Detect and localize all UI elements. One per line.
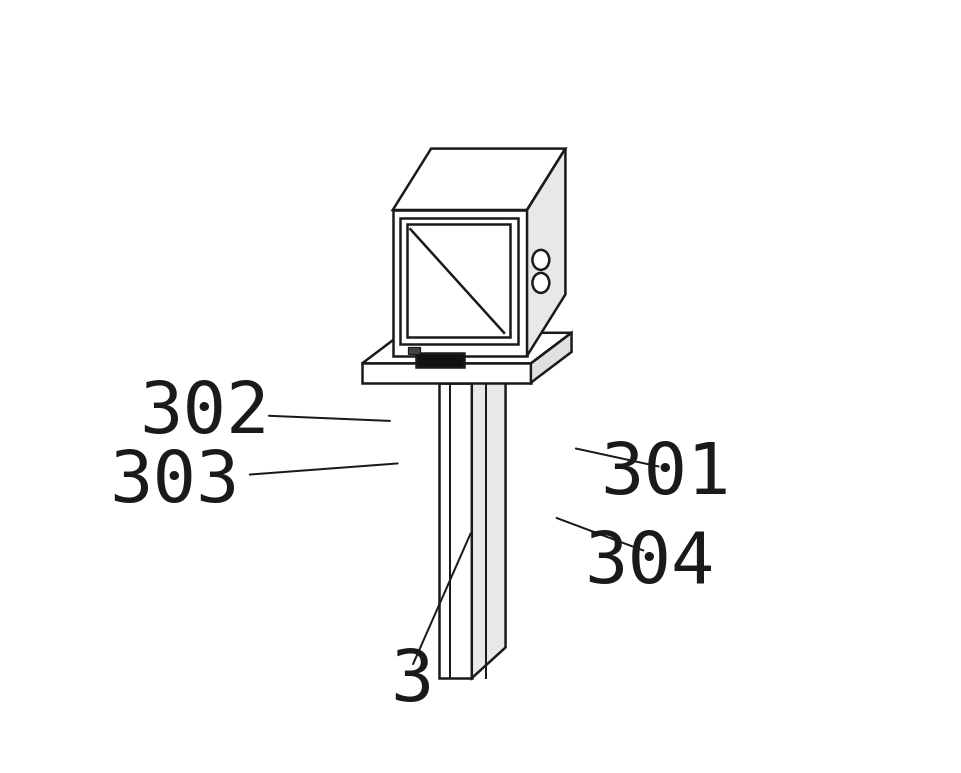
Polygon shape [438, 383, 471, 678]
Ellipse shape [531, 273, 549, 293]
Ellipse shape [531, 250, 549, 270]
Text: 304: 304 [584, 529, 714, 598]
Polygon shape [407, 224, 509, 336]
Polygon shape [400, 218, 517, 344]
Polygon shape [407, 346, 419, 354]
Polygon shape [438, 352, 505, 383]
Polygon shape [527, 148, 565, 356]
Text: 3: 3 [390, 648, 433, 717]
Polygon shape [392, 210, 527, 356]
Text: 302: 302 [139, 379, 270, 448]
Polygon shape [392, 148, 565, 210]
Polygon shape [530, 333, 571, 383]
Polygon shape [361, 363, 530, 383]
Polygon shape [361, 333, 571, 363]
Text: 303: 303 [109, 448, 239, 517]
Text: 301: 301 [600, 441, 729, 509]
Polygon shape [415, 352, 463, 367]
Polygon shape [471, 352, 505, 678]
